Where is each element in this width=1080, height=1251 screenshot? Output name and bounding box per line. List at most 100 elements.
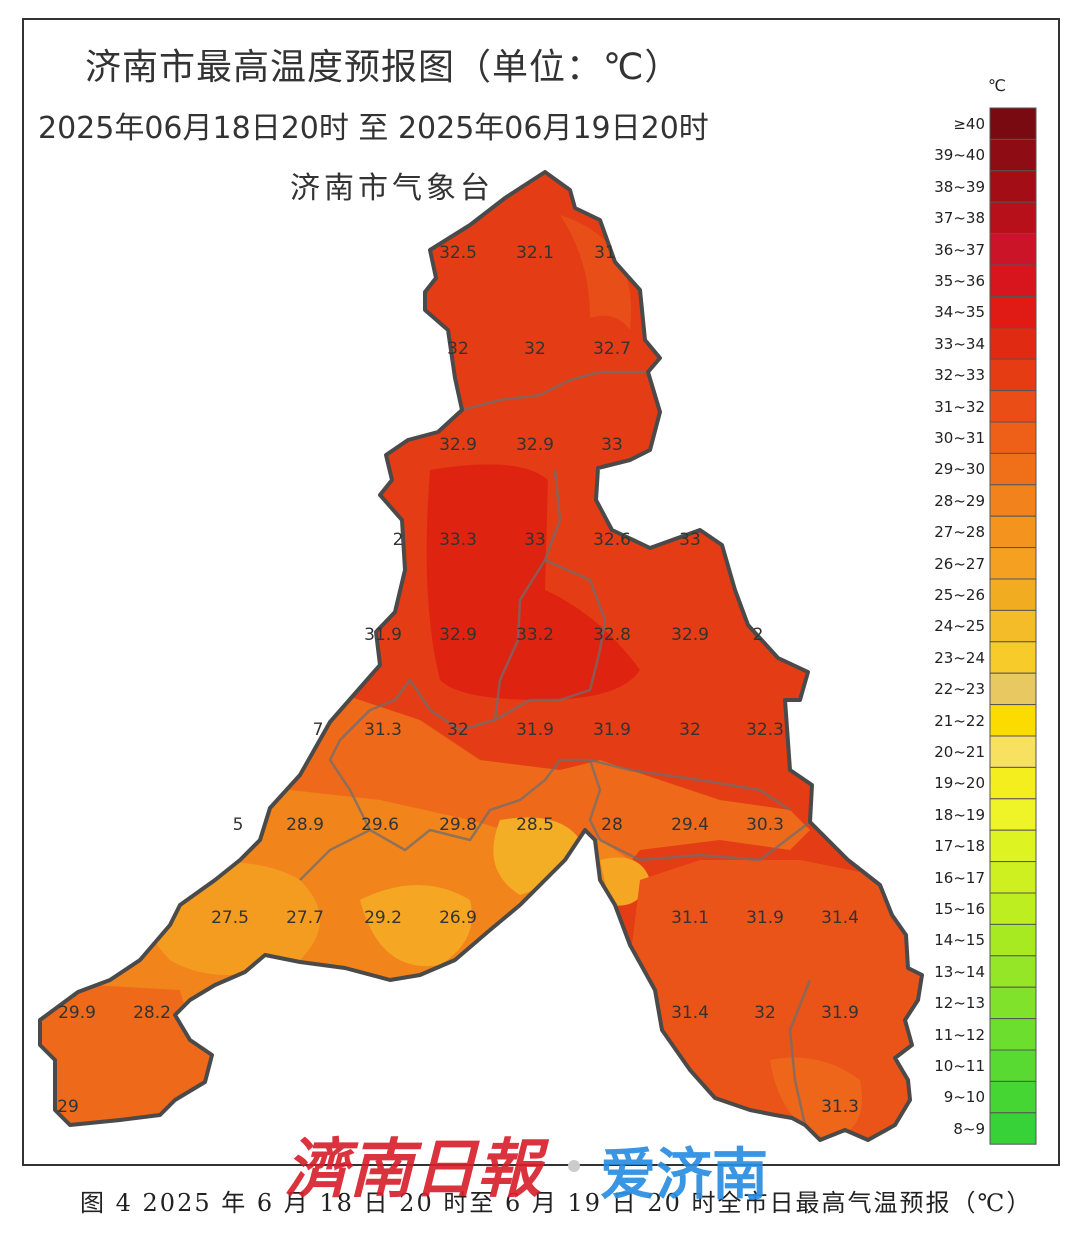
temperature-value: 7 (313, 720, 324, 740)
legend-swatch (989, 295, 1037, 329)
temperature-value: 31.3 (364, 720, 402, 740)
legend-swatch (989, 641, 1037, 674)
temperature-value: 31.9 (593, 720, 631, 740)
temperature-value: 28.9 (286, 815, 324, 835)
legend-label: 20~21 (934, 743, 985, 761)
legend-swatch (989, 327, 1037, 360)
temperature-value: 29.6 (361, 815, 399, 835)
temperature-value: 29.4 (671, 815, 709, 835)
figure-caption: 图 4 2025 年 6 月 18 日 20 时至 6 月 19 日 20 时全… (80, 1189, 1033, 1217)
legend-label: 29~30 (934, 460, 985, 479)
legend-swatch (989, 107, 1037, 140)
legend-swatch (989, 358, 1037, 392)
legend-label: 32~33 (934, 366, 985, 385)
legend-swatch (989, 138, 1037, 172)
temperature-value: 32.9 (439, 625, 477, 645)
legend-swatch (989, 484, 1037, 517)
legend-label: 37~38 (934, 209, 985, 228)
legend-label: 16~17 (934, 868, 985, 887)
temperature-value: 29 (57, 1097, 79, 1117)
temperature-value: 28.5 (516, 815, 554, 835)
temperature-value: 27.5 (211, 908, 249, 928)
legend-swatch (989, 578, 1037, 611)
legend-swatch (989, 609, 1037, 643)
legend-label: 11~12 (934, 1025, 985, 1044)
legend-label: 14~15 (934, 931, 985, 950)
legend-label: 28~29 (934, 491, 985, 510)
temperature-value: 28 (601, 815, 623, 835)
temperature-value: 32.8 (593, 625, 631, 645)
temperature-value: 32.5 (439, 243, 477, 263)
newspaper-watermark: 濟南日報 (285, 1132, 541, 1207)
app-watermark: 爱济南 (600, 1143, 768, 1208)
legend-label: 10~11 (934, 1057, 985, 1075)
temperature-value: 31.3 (821, 1097, 859, 1117)
temperature-value: 28.2 (133, 1003, 171, 1023)
temperature-value: 32.9 (439, 435, 477, 455)
temperature-value: 32 (679, 720, 701, 740)
legend-label: 19~20 (934, 774, 985, 793)
temperature-value: 2 (393, 530, 404, 550)
legend-label: 35~36 (934, 272, 985, 290)
temperature-value: 31.4 (671, 1003, 709, 1023)
legend-swatch (989, 390, 1037, 423)
temperature-value: 31.9 (516, 720, 554, 740)
temperature-value: 31.4 (821, 908, 859, 928)
legend-label: 12~13 (934, 994, 985, 1013)
legend-swatch (989, 201, 1037, 235)
legend-swatch (989, 955, 1037, 988)
temperature-value: 5 (233, 815, 244, 835)
temperature-value: 32 (754, 1003, 776, 1023)
temperature-value: 33.3 (439, 530, 477, 550)
legend-label: 13~14 (934, 962, 985, 981)
legend-label: 15~16 (934, 900, 985, 918)
temperature-value: 32.6 (593, 530, 631, 550)
forecast-period: 2025年06月18日20时 至 2025年06月19日20时 (38, 111, 709, 146)
legend-swatch (989, 766, 1037, 800)
temperature-value: 30.3 (746, 815, 784, 835)
temperature-value: 31.9 (821, 1003, 859, 1023)
legend-swatch (989, 1080, 1037, 1114)
legend-label: 34~35 (934, 303, 985, 322)
legend-swatch (989, 1112, 1037, 1145)
legend-unit: ℃ (988, 76, 1006, 95)
legend-label: 31~32 (934, 397, 985, 416)
legend-label: 9~10 (943, 1088, 985, 1107)
temperature-value: 32.9 (671, 625, 709, 645)
legend-swatch (989, 829, 1037, 863)
legend-label: 21~22 (934, 711, 985, 730)
legend-swatch (989, 1018, 1037, 1051)
legend-swatch (989, 264, 1037, 297)
temperature-value: 33 (601, 435, 623, 455)
temperature-value: 29.9 (58, 1003, 96, 1023)
legend-label: 24~25 (934, 617, 985, 636)
legend-label: 25~26 (934, 586, 985, 604)
temperature-value: 2 (753, 625, 764, 645)
legend-swatch (989, 798, 1037, 831)
legend-label: 23~24 (934, 648, 985, 667)
temperature-value: 26.9 (439, 908, 477, 928)
legend-swatch (989, 170, 1037, 203)
temperature-value: 33.2 (516, 625, 554, 645)
legend-swatch (989, 515, 1037, 549)
temperature-value: 31.1 (671, 908, 709, 928)
temperature-value: 32 (447, 339, 469, 359)
legend-label: 39~40 (934, 146, 985, 165)
legend-label: 36~37 (934, 240, 985, 259)
legend-swatch (989, 923, 1037, 957)
temperature-value: 32.3 (746, 720, 784, 740)
temperature-value: 31.9 (746, 908, 784, 928)
temperature-value: 33 (524, 530, 546, 550)
legend-label: ≥40 (953, 115, 985, 133)
temperature-value: 29.8 (439, 815, 477, 835)
map-title: 济南市最高温度预报图（单位：℃） (85, 47, 682, 88)
temperature-value: 32 (447, 720, 469, 740)
legend-label: 18~19 (934, 805, 985, 824)
legend-label: 27~28 (934, 523, 985, 542)
legend-label: 33~34 (934, 334, 985, 353)
legend-label: 38~39 (934, 177, 985, 196)
legend-label: 26~27 (934, 554, 985, 573)
legend-label: 30~31 (934, 429, 985, 447)
temperature-value: 33 (679, 530, 701, 550)
